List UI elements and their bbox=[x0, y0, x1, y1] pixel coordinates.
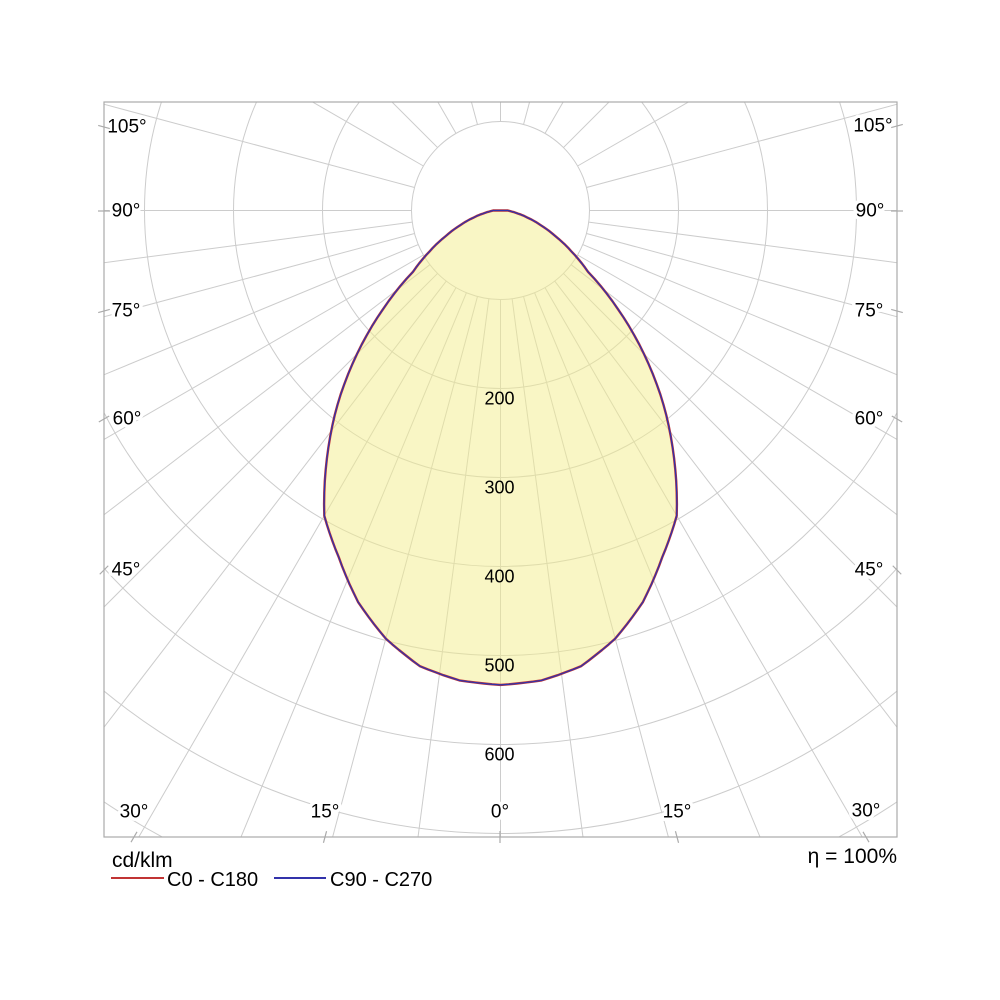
angle-label-bottom-0: 0° bbox=[491, 802, 509, 823]
angle-label-bottom-15: 15° bbox=[663, 802, 692, 823]
legend-label-c0-c180: C0 - C180 bbox=[167, 869, 259, 891]
ring-label-600: 600 bbox=[484, 745, 514, 765]
ring-label-300: 300 bbox=[484, 478, 514, 498]
efficiency-label: η = 100% bbox=[807, 845, 897, 868]
angle-label-right-105: 105° bbox=[853, 116, 892, 137]
ring-labels: 200 300 400 500 600 bbox=[484, 389, 514, 765]
ring-label-400: 400 bbox=[484, 567, 514, 587]
curve-c90-c270 bbox=[323, 209, 678, 686]
angle-label-bottom-30: 30° bbox=[852, 801, 881, 822]
angle-label-left-105: 105° bbox=[107, 117, 146, 138]
angle-label-right-90: 90° bbox=[856, 201, 885, 222]
angle-label-left-45: 45° bbox=[112, 560, 141, 581]
angle-label-left-90: 90° bbox=[112, 201, 141, 222]
grid-ticks bbox=[98, 123, 903, 843]
angle-label-bottom-15: 15° bbox=[311, 802, 340, 823]
angle-label-left-60: 60° bbox=[113, 409, 142, 430]
angle-label-right-60: 60° bbox=[855, 409, 884, 430]
angle-label-right-75: 75° bbox=[855, 301, 884, 322]
ring-label-200: 200 bbox=[484, 389, 514, 409]
intensity-curve-fill bbox=[324, 210, 677, 685]
legend-swatch-c90-c270 bbox=[274, 877, 326, 879]
angle-label-right-45: 45° bbox=[855, 560, 884, 581]
ring-label-500: 500 bbox=[484, 656, 514, 676]
units-label: cd/klm bbox=[112, 849, 173, 872]
angle-label-bottom-30: 30° bbox=[120, 802, 149, 823]
angle-labels: 105° 90° 75° 60° 45° 30° 15° 0° 15° 30° 45° 60° 75° 9… bbox=[104, 112, 896, 826]
legend-swatch-c0-c180 bbox=[111, 877, 164, 879]
angle-label-left-75: 75° bbox=[112, 301, 141, 322]
legend-label-c90-c270: C90 - C270 bbox=[330, 869, 433, 891]
